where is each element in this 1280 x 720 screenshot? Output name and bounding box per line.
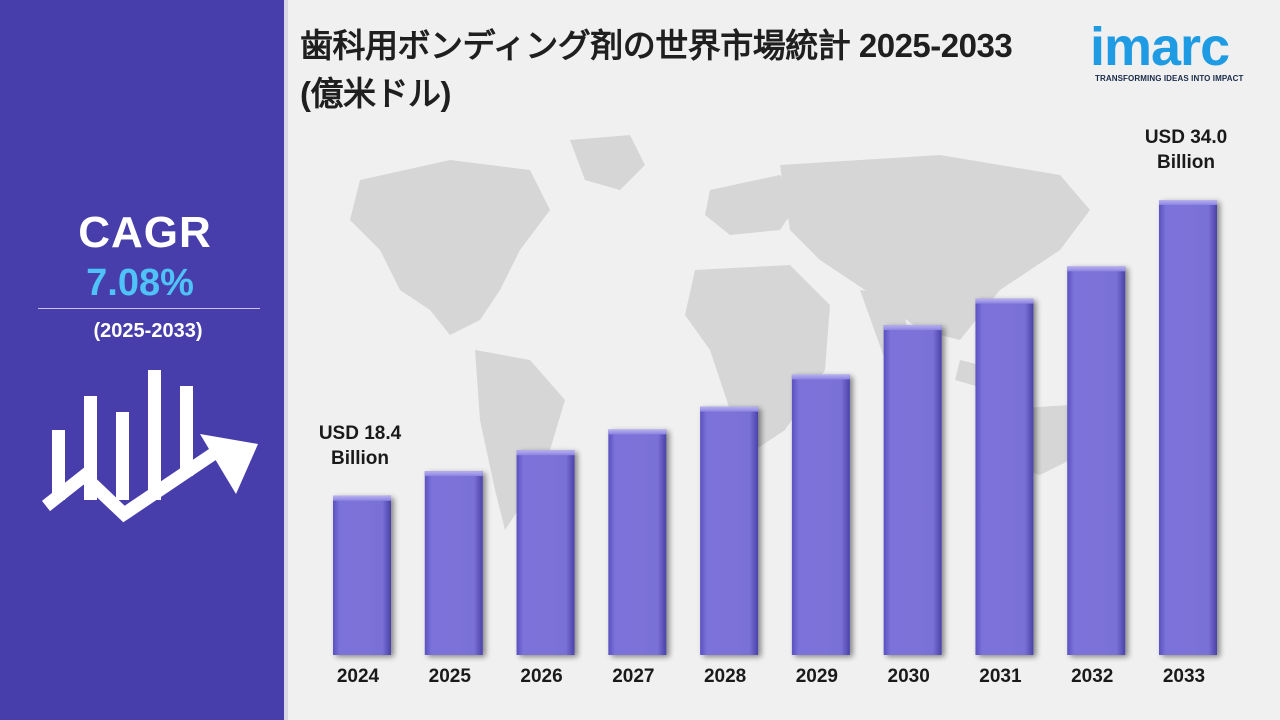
bar-cap-2029	[791, 374, 850, 380]
bar-cap-2032	[1067, 266, 1126, 272]
bar-cap-2025	[424, 471, 483, 477]
x-tick-label-2033: 2033	[1163, 666, 1205, 687]
cagr-label: CAGR	[78, 208, 212, 257]
bar-cap-2030	[883, 325, 942, 331]
sidebar-panel: CAGR 7.08% (2025-2033)	[0, 0, 284, 720]
logo-wordmark: imarc	[1090, 17, 1230, 77]
bar-cap-2031	[975, 298, 1034, 304]
bar-2025	[424, 471, 483, 655]
x-tick-label-2025: 2025	[429, 666, 472, 687]
bar-2029	[791, 374, 850, 655]
data-label-2024-line-1: USD 18.4	[319, 423, 402, 444]
x-tick-label-2031: 2031	[979, 666, 1022, 687]
bar-cap-2024	[333, 495, 391, 501]
bar-2028	[700, 406, 759, 655]
bar-cap-2028	[700, 406, 759, 412]
bar-2031	[975, 298, 1034, 655]
chart-title: 歯科用ボンディング剤の世界市場統計 2025-2033 (億米ドル)	[300, 27, 1013, 112]
bar-2030	[883, 325, 942, 655]
bar-2032	[1067, 266, 1126, 655]
x-tick-label-2028: 2028	[704, 666, 746, 687]
world-map-background	[350, 135, 1090, 530]
bar-2026	[516, 450, 575, 655]
growth-chart-icon	[41, 370, 258, 523]
x-tick-label-2027: 2027	[612, 666, 654, 687]
x-tick-label-2030: 2030	[888, 666, 930, 687]
logo-tagline: TRANSFORMING IDEAS INTO IMPACT	[1095, 74, 1244, 83]
bar-cap-2033	[1159, 200, 1217, 205]
x-tick-label-2026: 2026	[520, 666, 562, 687]
bar-2033	[1159, 200, 1217, 655]
cagr-value: 7.08%	[86, 262, 194, 304]
bar-cap-2026	[516, 450, 575, 456]
bar-cap-2027	[608, 429, 667, 435]
bar-2024	[333, 495, 391, 655]
x-tick-label-2032: 2032	[1071, 666, 1113, 687]
x-tick-label-2029: 2029	[796, 666, 838, 687]
sidebar-edge	[284, 0, 288, 720]
cagr-divider	[38, 308, 260, 309]
data-label-2033-line-2: Billion	[1157, 152, 1215, 173]
data-label-2024-line-2: Billion	[331, 448, 389, 469]
data-label-2033-line-1: USD 34.0	[1145, 127, 1227, 148]
imarc-logo: imarc TRANSFORMING IDEAS INTO IMPACT	[1090, 10, 1270, 90]
x-tick-label-2024: 2024	[337, 666, 380, 687]
bars-group	[333, 200, 1217, 655]
cagr-period: (2025-2033)	[93, 320, 203, 342]
bar-2027	[608, 429, 667, 655]
